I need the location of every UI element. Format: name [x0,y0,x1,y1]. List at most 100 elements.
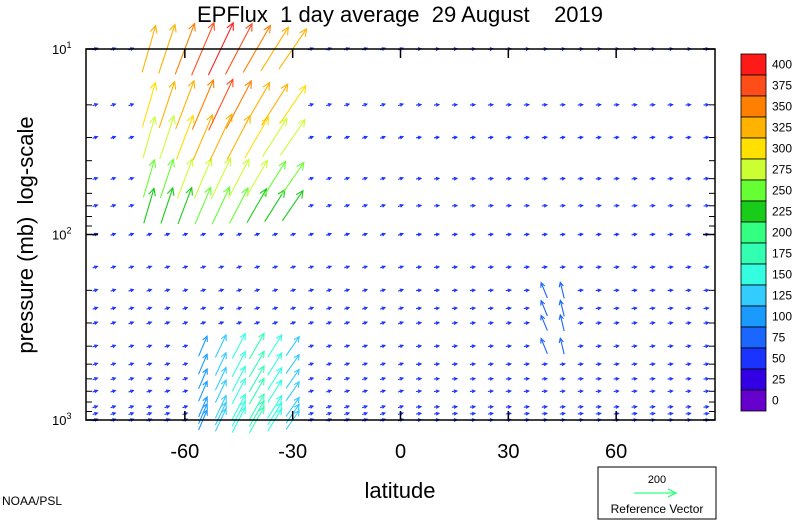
flux-vector-head [435,306,441,311]
colorbar-cell [740,368,767,391]
flux-vector-head [327,265,333,270]
flux-vector [244,116,269,159]
flux-vector-head [130,232,135,237]
flux-vector-head [669,203,674,208]
flux-vector-head [226,21,234,31]
colorbar-cell [740,242,767,265]
flux-vector-head [633,176,638,181]
flux-vector-head [489,176,495,181]
colorbar-label: 50 [772,352,786,366]
flux-vector-head [453,203,459,208]
flux-vector-head [363,135,369,140]
y-tick-label: 103 [52,411,71,428]
flux-vector-head [165,321,171,325]
reference-vector-arrowhead [667,488,678,498]
flux-vector-head [293,409,300,417]
flux-vector-head [597,265,602,270]
flux-vector-head [543,176,549,181]
colorbar-cell [740,326,767,349]
flux-vector-head [345,204,351,208]
flux-vector-head [148,405,153,409]
flux-vector-head [399,232,405,237]
flux-vector-head [399,377,405,381]
flux-vector-head [417,306,423,311]
flux-vector-head [633,265,638,270]
flux-vector-head [615,362,620,367]
flux-vector-head [399,288,405,293]
flux-vector-head [471,321,477,325]
colorbar-label: 300 [772,142,792,156]
flux-vector-head [687,203,692,208]
flux-vector [264,189,286,222]
flux-vector-head [435,321,441,325]
flux-vector-head [207,78,215,89]
flux-vector-head [299,27,308,37]
flux-vector-head [112,204,117,208]
flux-vector-head [471,265,477,270]
flux-vector [267,379,283,403]
flux-vector-head [507,176,513,181]
flux-vector-head [579,176,584,181]
flux-vector-head [183,321,189,325]
flux-vector-head [615,306,620,311]
flux-vector-head [112,389,117,394]
flux-vector [285,381,300,402]
flux-vector-head [130,135,135,140]
flux-vector-head [579,288,584,293]
flux-vector-head [507,102,513,107]
flux-vector-head [687,362,692,367]
colorbar-label: 350 [772,100,792,114]
flux-vector-head [579,102,584,107]
flux-vector-head [148,158,157,168]
flux-vector-head [327,135,333,140]
flux-vector [267,395,283,419]
flux-vector [198,381,208,402]
flux-vector-head [507,288,513,293]
flux-vector-head [705,135,710,140]
flux-vector-head [201,306,207,311]
flux-vector-head [471,389,477,394]
flux-vector-head [130,344,135,349]
flux-vector-head [165,288,171,293]
flux-vector-head [435,362,441,367]
flux-vector-head [525,362,531,367]
x-tick-label: 30 [497,441,519,463]
flux-vector-head [579,135,584,140]
flux-vector-head [543,203,549,208]
flux-vector-head [453,232,459,237]
flux-vector [231,333,246,360]
flux-vector-head [453,176,459,181]
colorbar-cell [740,284,767,307]
flux-vector-head [130,377,135,381]
flux-vector-head [651,265,656,270]
flux-vector-head [669,376,674,381]
flux-vector-head [291,321,297,325]
flux-vector-head [705,102,710,107]
flux-vector-head [687,102,692,107]
flux-vector-head [345,344,351,349]
flux-vector-head [345,265,351,270]
flux-vector-head [255,232,261,237]
flux-vector-head [489,362,495,367]
flux-vector [141,82,156,128]
flux-vector-head [525,203,531,208]
flux-vector-head [255,321,261,325]
flux-vector-head [381,232,387,237]
flux-vector-head [633,306,638,311]
flux-vector-head [242,158,250,168]
flux-vector-head [561,404,566,409]
flux-vector-head [244,79,252,89]
flux-vector [279,85,307,125]
flux-vector [214,367,227,391]
flux-vector-head [259,187,268,197]
flux-vector [248,400,265,427]
flux-vector-head [633,389,638,394]
flux-vector-head [561,389,566,394]
flux-vector [248,393,265,421]
flux-vector-head [220,401,227,409]
flux-vector-head [687,344,692,349]
flux-vector-head [167,158,175,168]
flux-vector-head [561,362,566,367]
flux-vector-head [202,367,208,375]
flux-vector-head [149,115,157,125]
